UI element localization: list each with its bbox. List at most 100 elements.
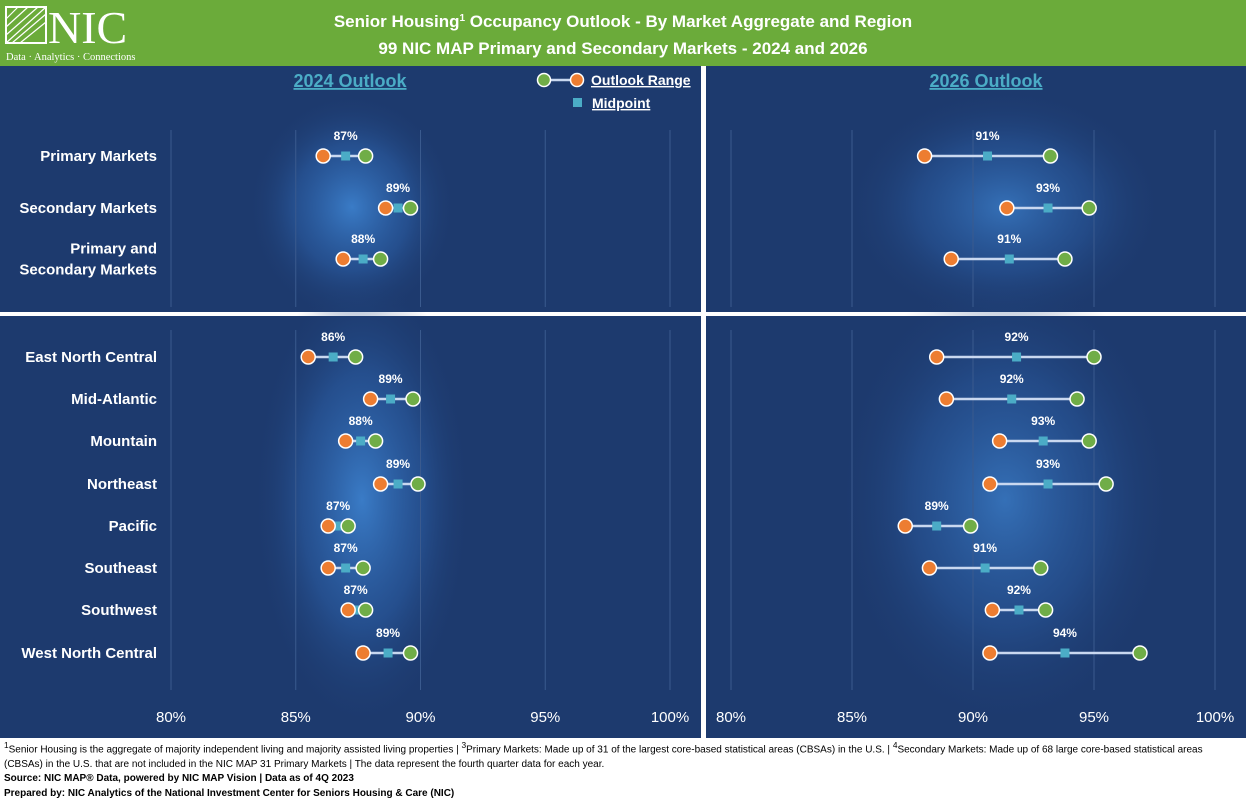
source-note: Source: NIC MAP® Data, powered by NIC MA… bbox=[4, 773, 354, 785]
legend-midpoint-label: Midpoint bbox=[592, 95, 651, 111]
x-tick-label-2026: 90% bbox=[958, 709, 988, 726]
glow-2024-top bbox=[247, 92, 457, 322]
logo-globe-icon bbox=[5, 6, 47, 44]
low-marker-2024 bbox=[337, 433, 354, 449]
category-label: Pacific bbox=[109, 518, 157, 535]
legend-low-marker bbox=[569, 72, 585, 88]
midpoint-marker-2026 bbox=[1007, 394, 1017, 404]
category-label: Primary Markets bbox=[40, 148, 157, 165]
low-marker-2024 bbox=[362, 391, 379, 407]
low-marker-2026 bbox=[928, 349, 945, 365]
high-marker-2024 bbox=[372, 251, 389, 267]
legend-range-label: Outlook Range bbox=[591, 72, 691, 88]
midpoint-marker-2026 bbox=[1014, 605, 1024, 615]
midpoint-data-label-2024: 88% bbox=[349, 414, 373, 428]
category-label: Southwest bbox=[81, 602, 157, 619]
midpoint-data-label-2026: 93% bbox=[1036, 457, 1060, 471]
category-label: Secondary Markets bbox=[19, 200, 157, 217]
low-marker-2024 bbox=[335, 251, 351, 267]
x-tick-labels-2024: 80% 85% 90% 95% 100% bbox=[156, 709, 689, 726]
legend-midpoint-marker bbox=[573, 98, 582, 107]
category-label: Primary and bbox=[70, 241, 157, 258]
x-tick-label-2024: 100% bbox=[651, 709, 689, 726]
low-marker-2026 bbox=[921, 560, 938, 576]
midpoint-marker-2026 bbox=[980, 563, 990, 573]
header-bar bbox=[0, 0, 1246, 66]
high-marker-2024 bbox=[402, 200, 419, 216]
category-label: Northeast bbox=[87, 476, 157, 493]
high-marker-2026 bbox=[1132, 645, 1148, 661]
low-marker-2026 bbox=[999, 200, 1015, 216]
high-marker-2026 bbox=[1069, 391, 1085, 407]
glow-2024-bottom bbox=[252, 270, 472, 730]
high-marker-2026 bbox=[1057, 251, 1073, 267]
midpoint-data-label-2024: 87% bbox=[344, 583, 368, 597]
x-tick-label-2026: 95% bbox=[1079, 709, 1109, 726]
panel-title-2026: 2026 Outlook bbox=[929, 71, 1043, 91]
high-marker-2026 bbox=[1042, 148, 1059, 164]
high-marker-2024 bbox=[402, 645, 419, 661]
high-marker-2024 bbox=[357, 602, 374, 618]
high-marker-2026 bbox=[1081, 433, 1097, 449]
midpoint-marker-2026 bbox=[1043, 479, 1053, 489]
high-marker-2024 bbox=[405, 391, 421, 407]
midpoint-marker-2024 bbox=[383, 648, 393, 658]
midpoint-marker-2024 bbox=[341, 563, 351, 573]
chart-title-line2: 99 NIC MAP Primary and Secondary Markets… bbox=[378, 39, 867, 58]
x-tick-label-2026: 85% bbox=[837, 709, 867, 726]
x-tick-label-2024: 80% bbox=[156, 709, 186, 726]
logo-text: NIC bbox=[48, 2, 127, 53]
midpoint-data-label-2026: 91% bbox=[997, 232, 1021, 246]
x-tick-label-2024: 90% bbox=[405, 709, 435, 726]
midpoint-data-label-2024: 87% bbox=[334, 541, 358, 555]
midpoint-data-label-2026: 91% bbox=[976, 129, 1000, 143]
low-marker-2026 bbox=[982, 645, 998, 661]
midpoint-data-label-2024: 89% bbox=[386, 457, 410, 471]
midpoint-marker-2024 bbox=[341, 151, 351, 161]
midpoint-marker-2026 bbox=[932, 521, 942, 531]
category-label: Southeast bbox=[84, 560, 157, 577]
high-marker-2026 bbox=[962, 518, 979, 534]
midpoint-data-label-2026: 93% bbox=[1036, 181, 1060, 195]
midpoint-data-label-2026: 94% bbox=[1053, 626, 1077, 640]
midpoint-marker-2024 bbox=[358, 254, 368, 264]
low-marker-2024 bbox=[320, 518, 336, 534]
nic-logo: NIC Data · Analytics · Connections bbox=[5, 2, 135, 63]
low-marker-2024 bbox=[320, 560, 336, 576]
x-tick-label-2024: 95% bbox=[530, 709, 560, 726]
midpoint-marker-2026 bbox=[1012, 352, 1022, 362]
midpoint-data-label-2026: 89% bbox=[925, 499, 949, 513]
midpoint-marker-2024 bbox=[393, 203, 403, 213]
prepared-by-note: Prepared by: NIC Analytics of the Nation… bbox=[4, 787, 455, 799]
low-marker-2024 bbox=[377, 200, 394, 216]
low-marker-2024 bbox=[300, 349, 316, 365]
high-marker-2024 bbox=[410, 476, 426, 492]
midpoint-data-label-2024: 86% bbox=[321, 330, 345, 344]
high-marker-2026 bbox=[1086, 349, 1102, 365]
high-marker-2024 bbox=[340, 518, 356, 534]
glow-2026-bottom bbox=[835, 270, 1175, 730]
low-marker-2024 bbox=[340, 602, 356, 618]
midpoint-data-label-2024: 89% bbox=[376, 626, 400, 640]
series-2026: 91% 93% 91% 92% 92% 93% 93% 89% 91% 92% 94% bbox=[897, 129, 1148, 661]
low-marker-2026 bbox=[984, 602, 1001, 618]
high-marker-2024 bbox=[355, 560, 371, 576]
midpoint-marker-2026 bbox=[1043, 203, 1053, 213]
midpoint-data-label-2026: 92% bbox=[1005, 330, 1029, 344]
midpoint-marker-2024 bbox=[386, 394, 396, 404]
x-tick-label-2026: 80% bbox=[716, 709, 746, 726]
low-marker-2026 bbox=[982, 476, 998, 492]
category-labels: Primary Markets Secondary Markets Primary … bbox=[19, 148, 157, 662]
midpoint-data-label-2024: 87% bbox=[334, 129, 358, 143]
x-tick-labels-2026: 80% 85% 90% 95% 100% bbox=[716, 709, 1234, 726]
chart-title-line1: Senior Housing1 Occupancy Outlook - By M… bbox=[334, 12, 912, 31]
midpoint-data-label-2026: 92% bbox=[1000, 372, 1024, 386]
low-marker-2026 bbox=[897, 518, 913, 534]
low-marker-2024 bbox=[355, 645, 371, 661]
high-marker-2024 bbox=[367, 433, 384, 449]
midpoint-data-label-2024: 87% bbox=[326, 499, 350, 513]
low-marker-2026 bbox=[991, 433, 1008, 449]
midpoint-marker-2024 bbox=[356, 436, 366, 446]
high-marker-2026 bbox=[1037, 602, 1054, 618]
